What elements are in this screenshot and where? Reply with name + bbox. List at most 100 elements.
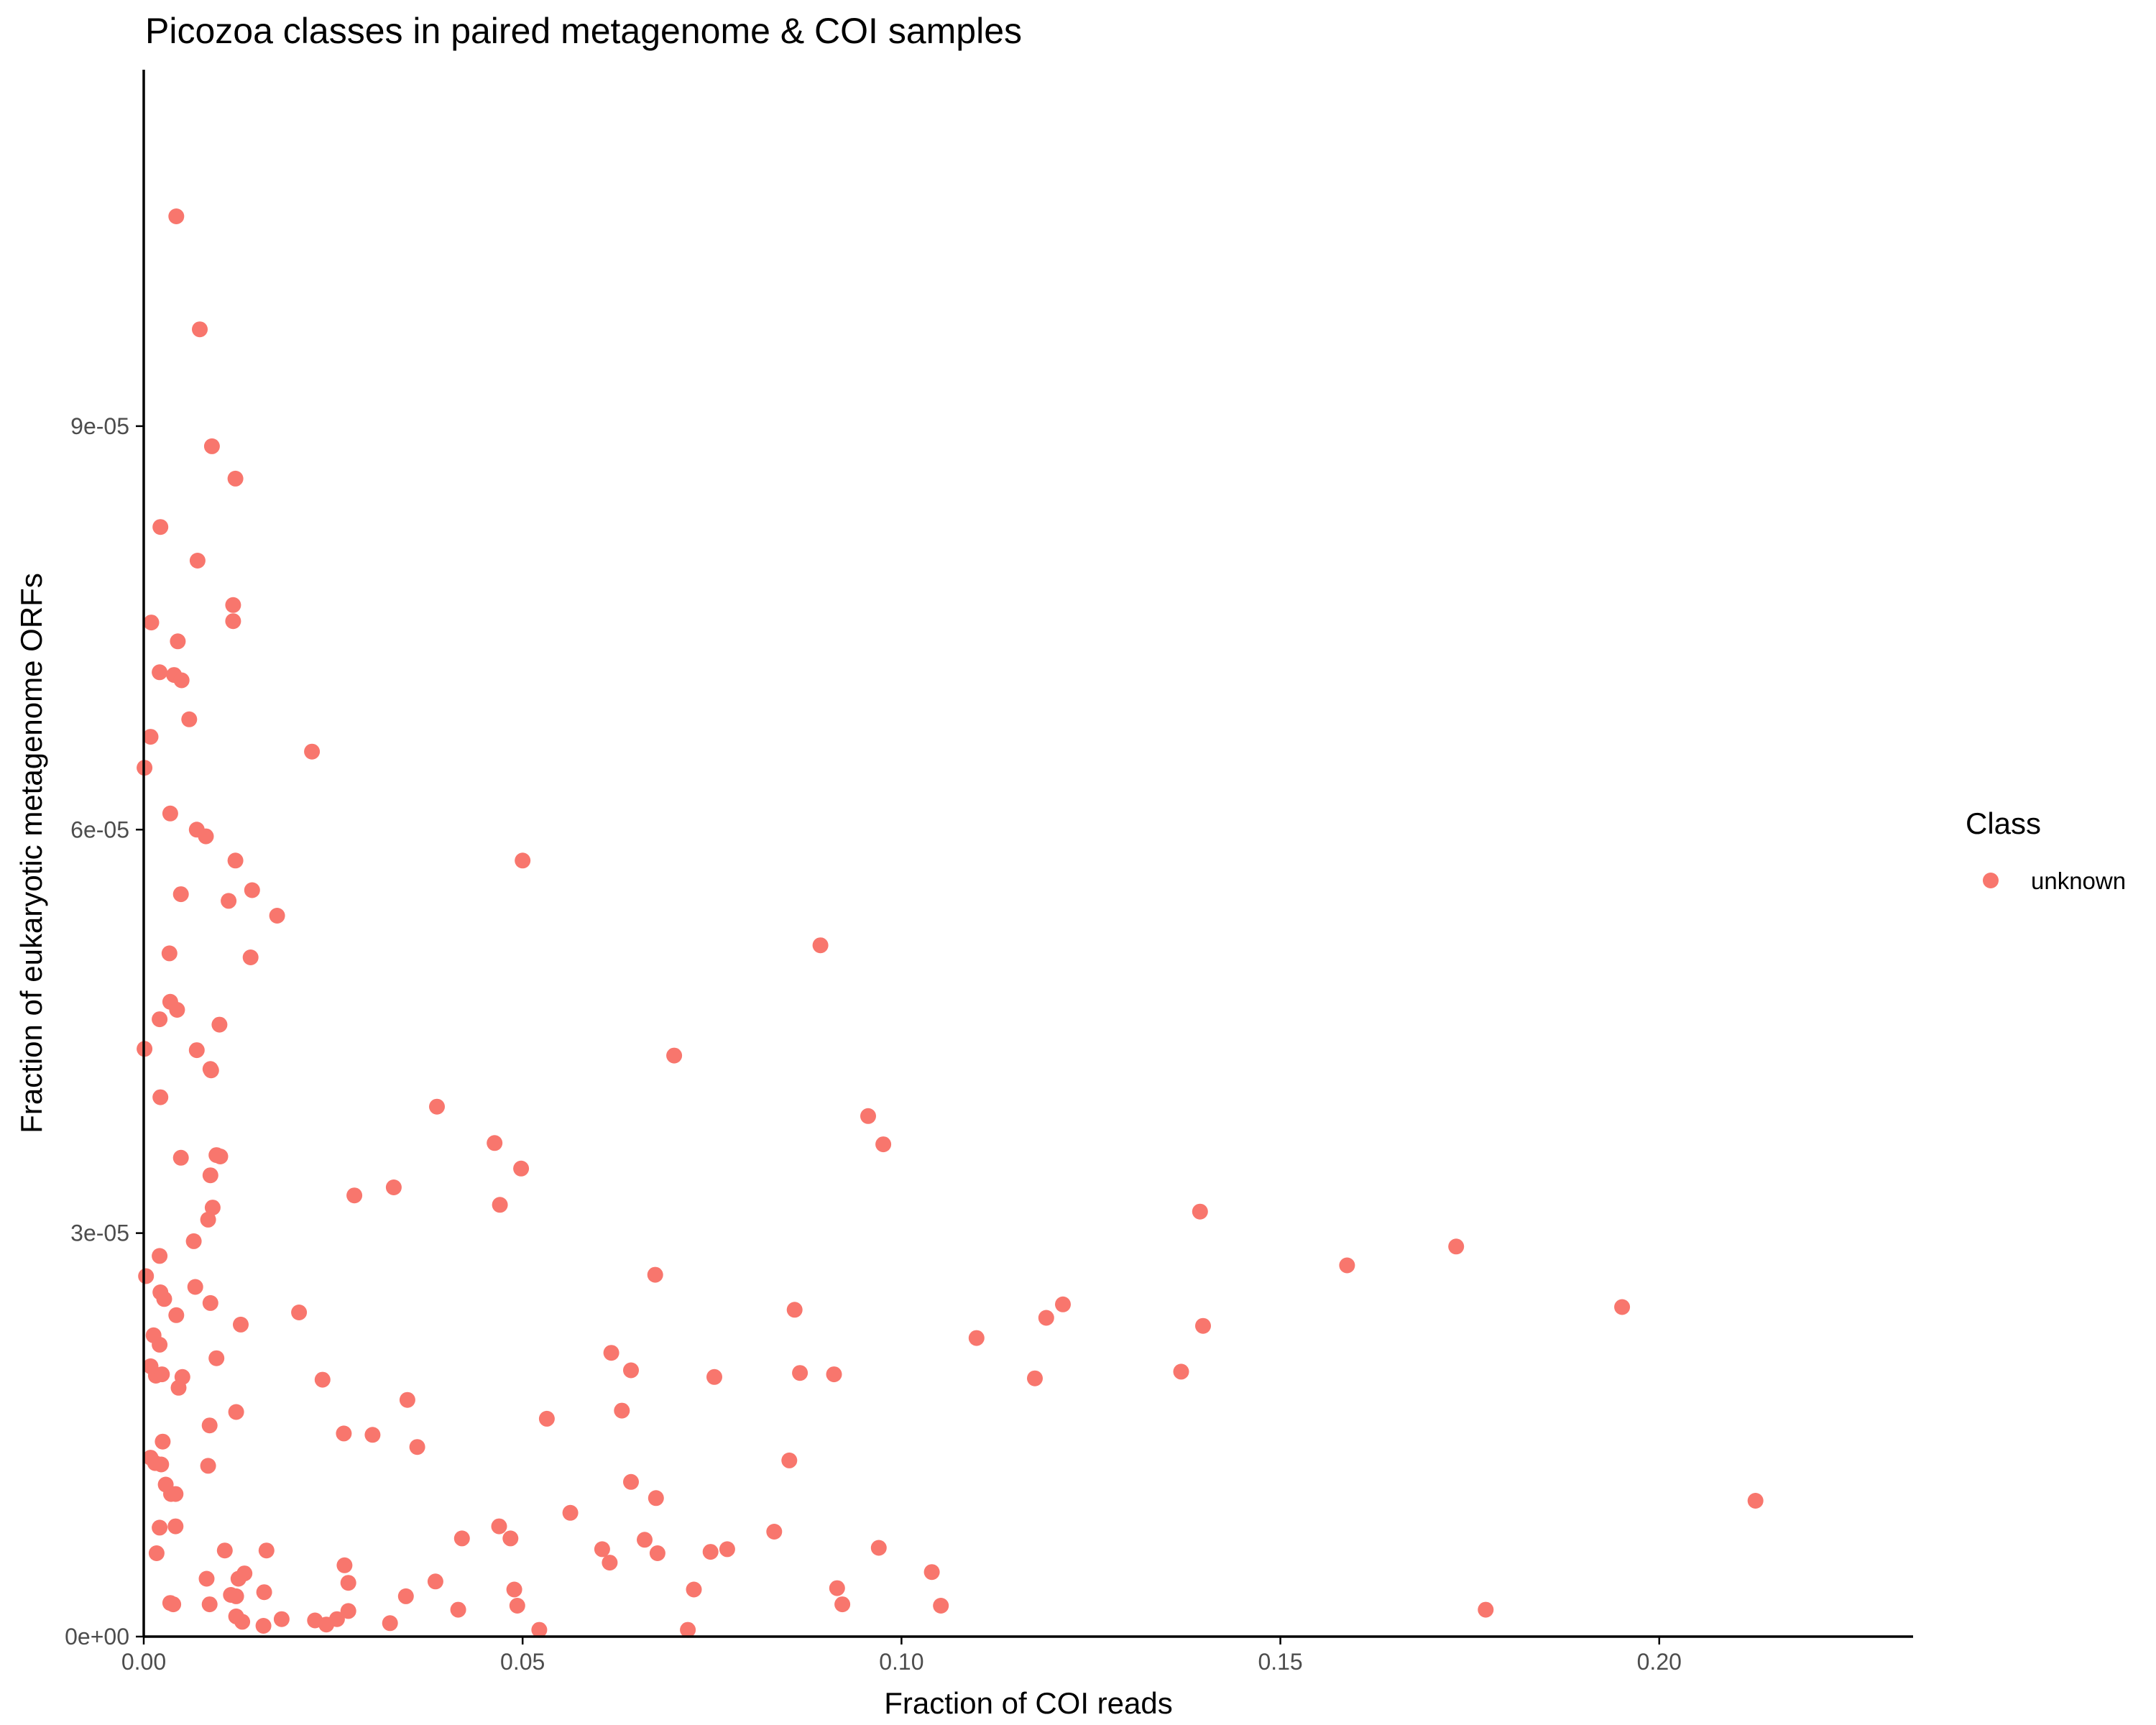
data-point-19 <box>198 828 214 845</box>
data-point-5 <box>189 553 206 569</box>
data-point-154 <box>318 1616 335 1633</box>
data-point-9 <box>170 633 186 650</box>
data-point-10 <box>152 664 168 681</box>
data-point-87 <box>314 1371 331 1388</box>
chart-title: Picozoa classes in paired metagenome & C… <box>145 11 1022 51</box>
legend-key-unknown <box>1983 873 1999 888</box>
data-point-35 <box>666 1047 683 1064</box>
data-point-126 <box>602 1555 618 1571</box>
data-point-111 <box>167 1518 184 1535</box>
data-point-109 <box>562 1504 579 1521</box>
data-point-64 <box>1055 1296 1071 1312</box>
data-point-49 <box>346 1187 363 1204</box>
data-point-146 <box>340 1603 356 1619</box>
data-point-71 <box>1195 1317 1211 1334</box>
data-point-38 <box>152 1089 169 1105</box>
data-point-99 <box>781 1452 798 1468</box>
data-point-130 <box>198 1570 215 1587</box>
x-tick-label: 0.10 <box>879 1649 923 1675</box>
data-point-78 <box>623 1362 639 1379</box>
data-point-108 <box>1747 1493 1764 1509</box>
data-point-41 <box>487 1135 503 1151</box>
data-point-150 <box>273 1611 290 1627</box>
data-point-144 <box>834 1596 851 1613</box>
data-point-123 <box>649 1545 665 1561</box>
data-point-27 <box>161 945 178 962</box>
data-point-91 <box>614 1402 630 1419</box>
data-point-74 <box>152 1336 168 1353</box>
data-point-117 <box>216 1542 233 1559</box>
data-point-48 <box>385 1179 402 1195</box>
data-point-93 <box>201 1417 218 1434</box>
data-point-147 <box>450 1601 466 1618</box>
data-point-94 <box>336 1425 352 1442</box>
data-point-157 <box>531 1622 548 1638</box>
data-point-14 <box>142 729 159 745</box>
data-point-31 <box>152 1011 168 1028</box>
data-point-46 <box>513 1160 530 1177</box>
data-point-119 <box>594 1541 610 1558</box>
data-point-53 <box>200 1211 216 1228</box>
legend-title: Class <box>1966 806 2041 840</box>
data-point-62 <box>156 1291 172 1307</box>
data-point-59 <box>647 1266 663 1283</box>
y-axis-ticks: 0e+00 3e-05 6e-05 9e-05 <box>65 413 144 1650</box>
data-point-20 <box>227 852 244 869</box>
data-point-107 <box>648 1490 664 1506</box>
data-point-51 <box>204 1200 221 1216</box>
data-point-13 <box>181 711 198 727</box>
data-point-2 <box>203 438 220 454</box>
data-point-90 <box>228 1404 244 1420</box>
data-point-12 <box>173 672 190 689</box>
data-point-148 <box>1478 1601 1494 1618</box>
data-point-112 <box>491 1518 507 1535</box>
data-point-67 <box>291 1305 308 1320</box>
data-point-134 <box>829 1580 845 1596</box>
data-point-82 <box>154 1366 170 1383</box>
data-point-17 <box>162 805 178 822</box>
data-point-80 <box>826 1366 842 1383</box>
y-tick-label: 3e-05 <box>70 1220 129 1246</box>
data-point-24 <box>221 893 237 909</box>
data-point-55 <box>1448 1238 1465 1255</box>
data-point-37 <box>202 1061 218 1077</box>
legend-label-unknown: unknown <box>2031 868 2126 894</box>
data-point-85 <box>1173 1363 1189 1380</box>
data-point-113 <box>766 1524 783 1540</box>
data-point-138 <box>228 1588 244 1604</box>
x-tick-label: 0.05 <box>500 1649 545 1675</box>
data-point-145 <box>933 1598 949 1614</box>
data-point-127 <box>923 1564 940 1581</box>
data-point-45 <box>172 1149 189 1166</box>
data-point-6 <box>225 597 241 613</box>
data-point-136 <box>686 1581 702 1598</box>
data-point-118 <box>258 1542 275 1559</box>
data-point-1 <box>192 321 208 338</box>
x-tick-label: 0.15 <box>1258 1649 1302 1675</box>
data-point-101 <box>153 1456 170 1473</box>
data-point-42 <box>875 1136 892 1153</box>
data-point-40 <box>860 1108 876 1124</box>
data-point-88 <box>170 1379 187 1396</box>
data-point-39 <box>429 1098 445 1115</box>
data-point-4 <box>152 519 169 535</box>
data-point-135 <box>256 1584 272 1601</box>
data-point-124 <box>702 1544 719 1560</box>
data-point-32 <box>211 1016 228 1033</box>
data-point-69 <box>1038 1310 1054 1326</box>
data-point-125 <box>336 1557 353 1573</box>
data-point-116 <box>637 1532 653 1548</box>
data-point-63 <box>202 1294 218 1311</box>
data-point-92 <box>538 1410 555 1427</box>
data-point-84 <box>706 1368 722 1385</box>
data-point-120 <box>719 1541 735 1558</box>
data-point-156 <box>255 1618 272 1634</box>
data-point-28 <box>242 949 259 965</box>
data-point-47 <box>202 1167 218 1184</box>
data-point-86 <box>1027 1370 1043 1386</box>
y-tick-label: 9e-05 <box>70 413 129 439</box>
data-point-142 <box>201 1596 218 1613</box>
x-axis-ticks: 0.00 0.05 0.10 0.15 0.20 <box>121 1637 1682 1675</box>
